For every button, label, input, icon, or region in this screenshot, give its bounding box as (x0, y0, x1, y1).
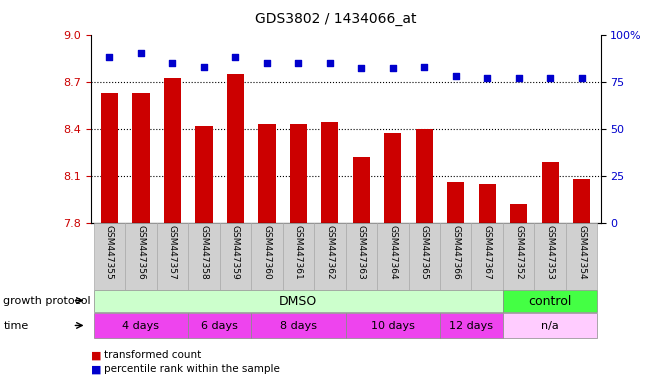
Bar (478, 184, 496, 223)
Text: control: control (529, 295, 572, 308)
Text: 4 days: 4 days (122, 321, 160, 331)
Bar (384, 133, 401, 223)
Bar (440, 313, 503, 338)
Text: 12 days: 12 days (450, 321, 493, 331)
Point (293, 60, 304, 66)
Text: GSM447365: GSM447365 (420, 225, 429, 280)
Bar (188, 313, 251, 338)
Bar (472, 223, 503, 290)
Bar (251, 313, 346, 338)
Text: GDS3802 / 1434066_at: GDS3802 / 1434066_at (255, 12, 416, 25)
Bar (94, 290, 503, 313)
Text: growth protocol: growth protocol (3, 296, 91, 306)
Bar (503, 290, 597, 313)
Bar (346, 223, 377, 290)
Point (136, 50, 146, 56)
Point (450, 73, 461, 79)
Bar (377, 223, 409, 290)
Text: GSM447352: GSM447352 (514, 225, 523, 280)
Text: GSM447356: GSM447356 (136, 225, 146, 280)
Text: GSM447358: GSM447358 (199, 225, 209, 280)
Text: percentile rank within the sample: percentile rank within the sample (104, 364, 280, 374)
Bar (132, 93, 150, 223)
Bar (157, 223, 188, 290)
Text: 8 days: 8 days (280, 321, 317, 331)
Point (545, 75, 556, 81)
Bar (321, 122, 338, 223)
Text: n/a: n/a (541, 321, 559, 331)
Text: GSM447367: GSM447367 (482, 225, 492, 280)
Text: GSM447364: GSM447364 (389, 225, 397, 280)
Bar (195, 126, 213, 223)
Text: GSM447363: GSM447363 (357, 225, 366, 280)
Text: GSM447354: GSM447354 (577, 225, 586, 280)
Point (167, 60, 178, 66)
Bar (282, 223, 314, 290)
Bar (503, 313, 597, 338)
Point (482, 75, 493, 81)
Text: GSM447361: GSM447361 (294, 225, 303, 280)
Bar (125, 223, 157, 290)
Bar (188, 223, 219, 290)
Bar (94, 223, 125, 290)
Text: time: time (3, 321, 29, 331)
Bar (503, 223, 534, 290)
Text: GSM447360: GSM447360 (262, 225, 271, 280)
Text: GSM447359: GSM447359 (231, 225, 240, 280)
Text: ■: ■ (91, 350, 101, 360)
Bar (227, 74, 244, 223)
Bar (510, 204, 527, 223)
Bar (534, 223, 566, 290)
Point (325, 60, 336, 66)
Bar (314, 223, 346, 290)
Bar (94, 313, 188, 338)
Point (513, 75, 524, 81)
Point (230, 54, 241, 60)
Bar (258, 124, 276, 223)
Text: 10 days: 10 days (371, 321, 415, 331)
Bar (251, 223, 282, 290)
Bar (447, 182, 464, 223)
Bar (101, 93, 118, 223)
Point (262, 60, 272, 66)
Point (387, 65, 398, 71)
Bar (573, 179, 590, 223)
Bar (290, 124, 307, 223)
Bar (415, 129, 433, 223)
Point (199, 63, 209, 70)
Text: GSM447357: GSM447357 (168, 225, 177, 280)
Point (576, 75, 587, 81)
Bar (541, 162, 559, 223)
Bar (353, 157, 370, 223)
Text: GSM447355: GSM447355 (105, 225, 114, 280)
Point (356, 65, 366, 71)
Bar (440, 223, 472, 290)
Text: ■: ■ (91, 364, 101, 374)
Bar (346, 313, 440, 338)
Bar (409, 223, 440, 290)
Text: GSM447366: GSM447366 (451, 225, 460, 280)
Bar (219, 223, 251, 290)
Text: transformed count: transformed count (104, 350, 201, 360)
Text: 6 days: 6 days (201, 321, 238, 331)
Point (104, 54, 115, 60)
Bar (566, 223, 597, 290)
Bar (164, 78, 181, 223)
Text: DMSO: DMSO (279, 295, 317, 308)
Text: GSM447353: GSM447353 (546, 225, 555, 280)
Text: GSM447362: GSM447362 (325, 225, 334, 280)
Point (419, 63, 429, 70)
